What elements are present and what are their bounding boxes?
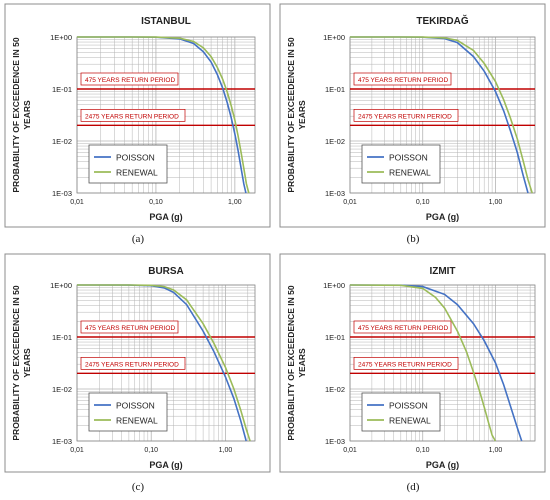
- y-tick-label: 1E-01: [325, 85, 345, 94]
- return-period-label: 2475 YEARS RETURN PERIOD: [85, 361, 179, 368]
- y-tick-label: 1E-02: [325, 385, 345, 394]
- y-axis-label-line: PROBABILITY OF EXCEEDENCE IN 50: [11, 285, 21, 441]
- legend-label: POISSON: [116, 401, 155, 411]
- legend-label: POISSON: [389, 153, 428, 163]
- panel-caption: (d): [407, 481, 420, 493]
- chart-title: TEKIRDAĞ: [416, 14, 468, 27]
- y-tick-label: 1E-02: [52, 137, 72, 146]
- legend-box: [361, 144, 441, 184]
- legend: POISSON RENEWAL: [88, 392, 168, 432]
- x-tick-label: 0,01: [70, 447, 84, 454]
- y-tick-label: 1E-03: [325, 437, 345, 446]
- panel-caption: (a): [132, 233, 145, 245]
- chart-title: BURSA: [148, 266, 184, 277]
- x-tick-label: 0,01: [343, 199, 357, 206]
- x-tick-label: 0,10: [416, 199, 430, 206]
- return-period-label: 475 YEARS RETURN PERIOD: [85, 77, 175, 84]
- series-line-poisson: [349, 284, 523, 442]
- return-period-label: 2475 YEARS RETURN PERIOD: [358, 361, 452, 368]
- y-tick-label: 1E-03: [52, 437, 72, 446]
- y-axis-label: PROBABILITY OF EXCEEDENCE IN 50YEARS: [286, 285, 307, 441]
- y-tick-label: 1E+00: [323, 33, 345, 42]
- legend: POISSON RENEWAL: [88, 144, 168, 184]
- return-period-label-box: [80, 108, 186, 122]
- series-line-renewal: [77, 284, 251, 442]
- return-period-label: 2475 YEARS RETURN PERIOD: [358, 113, 452, 120]
- chart-panel: ISTANBUL 1E-03 1E-02 1E-01 1E+00 0,01 0,10 1,00…: [4, 3, 271, 245]
- legend: POISSON RENEWAL: [361, 144, 441, 184]
- chart-panel: IZMIT 1E-03 1E-02 1E-01 1E+00 0,01 0,10 1,00 PGA…: [279, 253, 546, 493]
- chart-panel: TEKIRDAĞ 1E-03 1E-02 1E-01 1E+00 0,01 0,10 1,00…: [279, 3, 546, 245]
- x-tick-label: 0,10: [149, 199, 163, 206]
- y-axis-label-line: YEARS: [22, 348, 32, 378]
- return-period-label: 2475 YEARS RETURN PERIOD: [85, 113, 179, 120]
- x-tick-label: 0,10: [144, 447, 158, 454]
- legend-box: [361, 392, 441, 432]
- legend-box: [88, 392, 168, 432]
- return-period-label-box: [353, 356, 459, 370]
- plot-area: [349, 36, 536, 194]
- y-axis-label-line: PROBABILITY OF EXCEEDENCE IN 50: [11, 37, 21, 193]
- x-tick-label: 1,00: [489, 447, 503, 454]
- y-axis-label: PROBABILITY OF EXCEEDENCE IN 50YEARS: [11, 285, 32, 441]
- series-line-renewal: [350, 36, 533, 194]
- return-period-label-box: [353, 108, 459, 122]
- x-tick-label: 1,00: [228, 199, 242, 206]
- y-axis-label-line: PROBABILITY OF EXCEEDENCE IN 50: [286, 37, 296, 193]
- x-tick-label: 1,00: [489, 199, 503, 206]
- plot-area: [76, 284, 256, 442]
- return-period-label: 475 YEARS RETURN PERIOD: [358, 325, 448, 332]
- legend: POISSON RENEWAL: [361, 392, 441, 432]
- y-tick-label: 1E-03: [325, 189, 345, 198]
- x-tick-label: 0,01: [70, 199, 84, 206]
- panel-caption: (b): [407, 233, 420, 245]
- plot-area: [349, 284, 536, 442]
- y-axis-label-line: YEARS: [297, 100, 307, 130]
- y-tick-label: 1E+00: [323, 281, 345, 290]
- return-period-label: 475 YEARS RETURN PERIOD: [85, 325, 175, 332]
- x-tick-label: 1,00: [219, 447, 233, 454]
- y-tick-label: 1E+00: [50, 281, 72, 290]
- return-period-label-box: [80, 320, 179, 334]
- return-period-label-box: [353, 72, 452, 86]
- chart-panel: BURSA 1E-03 1E-02 1E-01 1E+00 0,01 0,10 1,00 PGA…: [4, 253, 271, 493]
- x-tick-label: 0,10: [416, 447, 430, 454]
- legend-box: [88, 144, 168, 184]
- x-axis-label: PGA (g): [426, 460, 459, 470]
- y-tick-label: 1E-01: [325, 333, 345, 342]
- legend-label: POISSON: [389, 401, 428, 411]
- series-line-renewal: [349, 284, 497, 442]
- x-axis-label: PGA (g): [426, 212, 459, 222]
- legend-label: POISSON: [116, 153, 155, 163]
- legend-label: RENEWAL: [389, 168, 431, 178]
- legend-label: RENEWAL: [116, 416, 158, 426]
- legend-label: RENEWAL: [389, 416, 431, 426]
- y-tick-label: 1E-03: [52, 189, 72, 198]
- series-line-renewal: [77, 36, 250, 194]
- y-axis-label: PROBABILITY OF EXCEEDENCE IN 50YEARS: [286, 37, 307, 193]
- chart-title: ISTANBUL: [141, 16, 191, 27]
- y-axis-label: PROBABILITY OF EXCEEDENCE IN 50YEARS: [11, 37, 32, 193]
- return-period-label: 475 YEARS RETURN PERIOD: [358, 77, 448, 84]
- return-period-label-box: [80, 356, 186, 370]
- y-tick-label: 1E-02: [52, 385, 72, 394]
- y-tick-label: 1E+00: [50, 33, 72, 42]
- return-period-label-box: [353, 320, 452, 334]
- y-tick-label: 1E-02: [325, 137, 345, 146]
- x-axis-label: PGA (g): [149, 212, 182, 222]
- chart-title: IZMIT: [429, 266, 455, 277]
- y-tick-label: 1E-01: [52, 85, 72, 94]
- return-period-label-box: [80, 72, 179, 86]
- y-axis-label-line: YEARS: [22, 100, 32, 130]
- x-axis-label: PGA (g): [149, 460, 182, 470]
- x-tick-label: 0,01: [343, 447, 357, 454]
- y-axis-label-line: PROBABILITY OF EXCEEDENCE IN 50: [286, 285, 296, 441]
- legend-label: RENEWAL: [116, 168, 158, 178]
- panel-caption: (c): [132, 481, 145, 493]
- y-tick-label: 1E-01: [52, 333, 72, 342]
- y-axis-label-line: YEARS: [297, 348, 307, 378]
